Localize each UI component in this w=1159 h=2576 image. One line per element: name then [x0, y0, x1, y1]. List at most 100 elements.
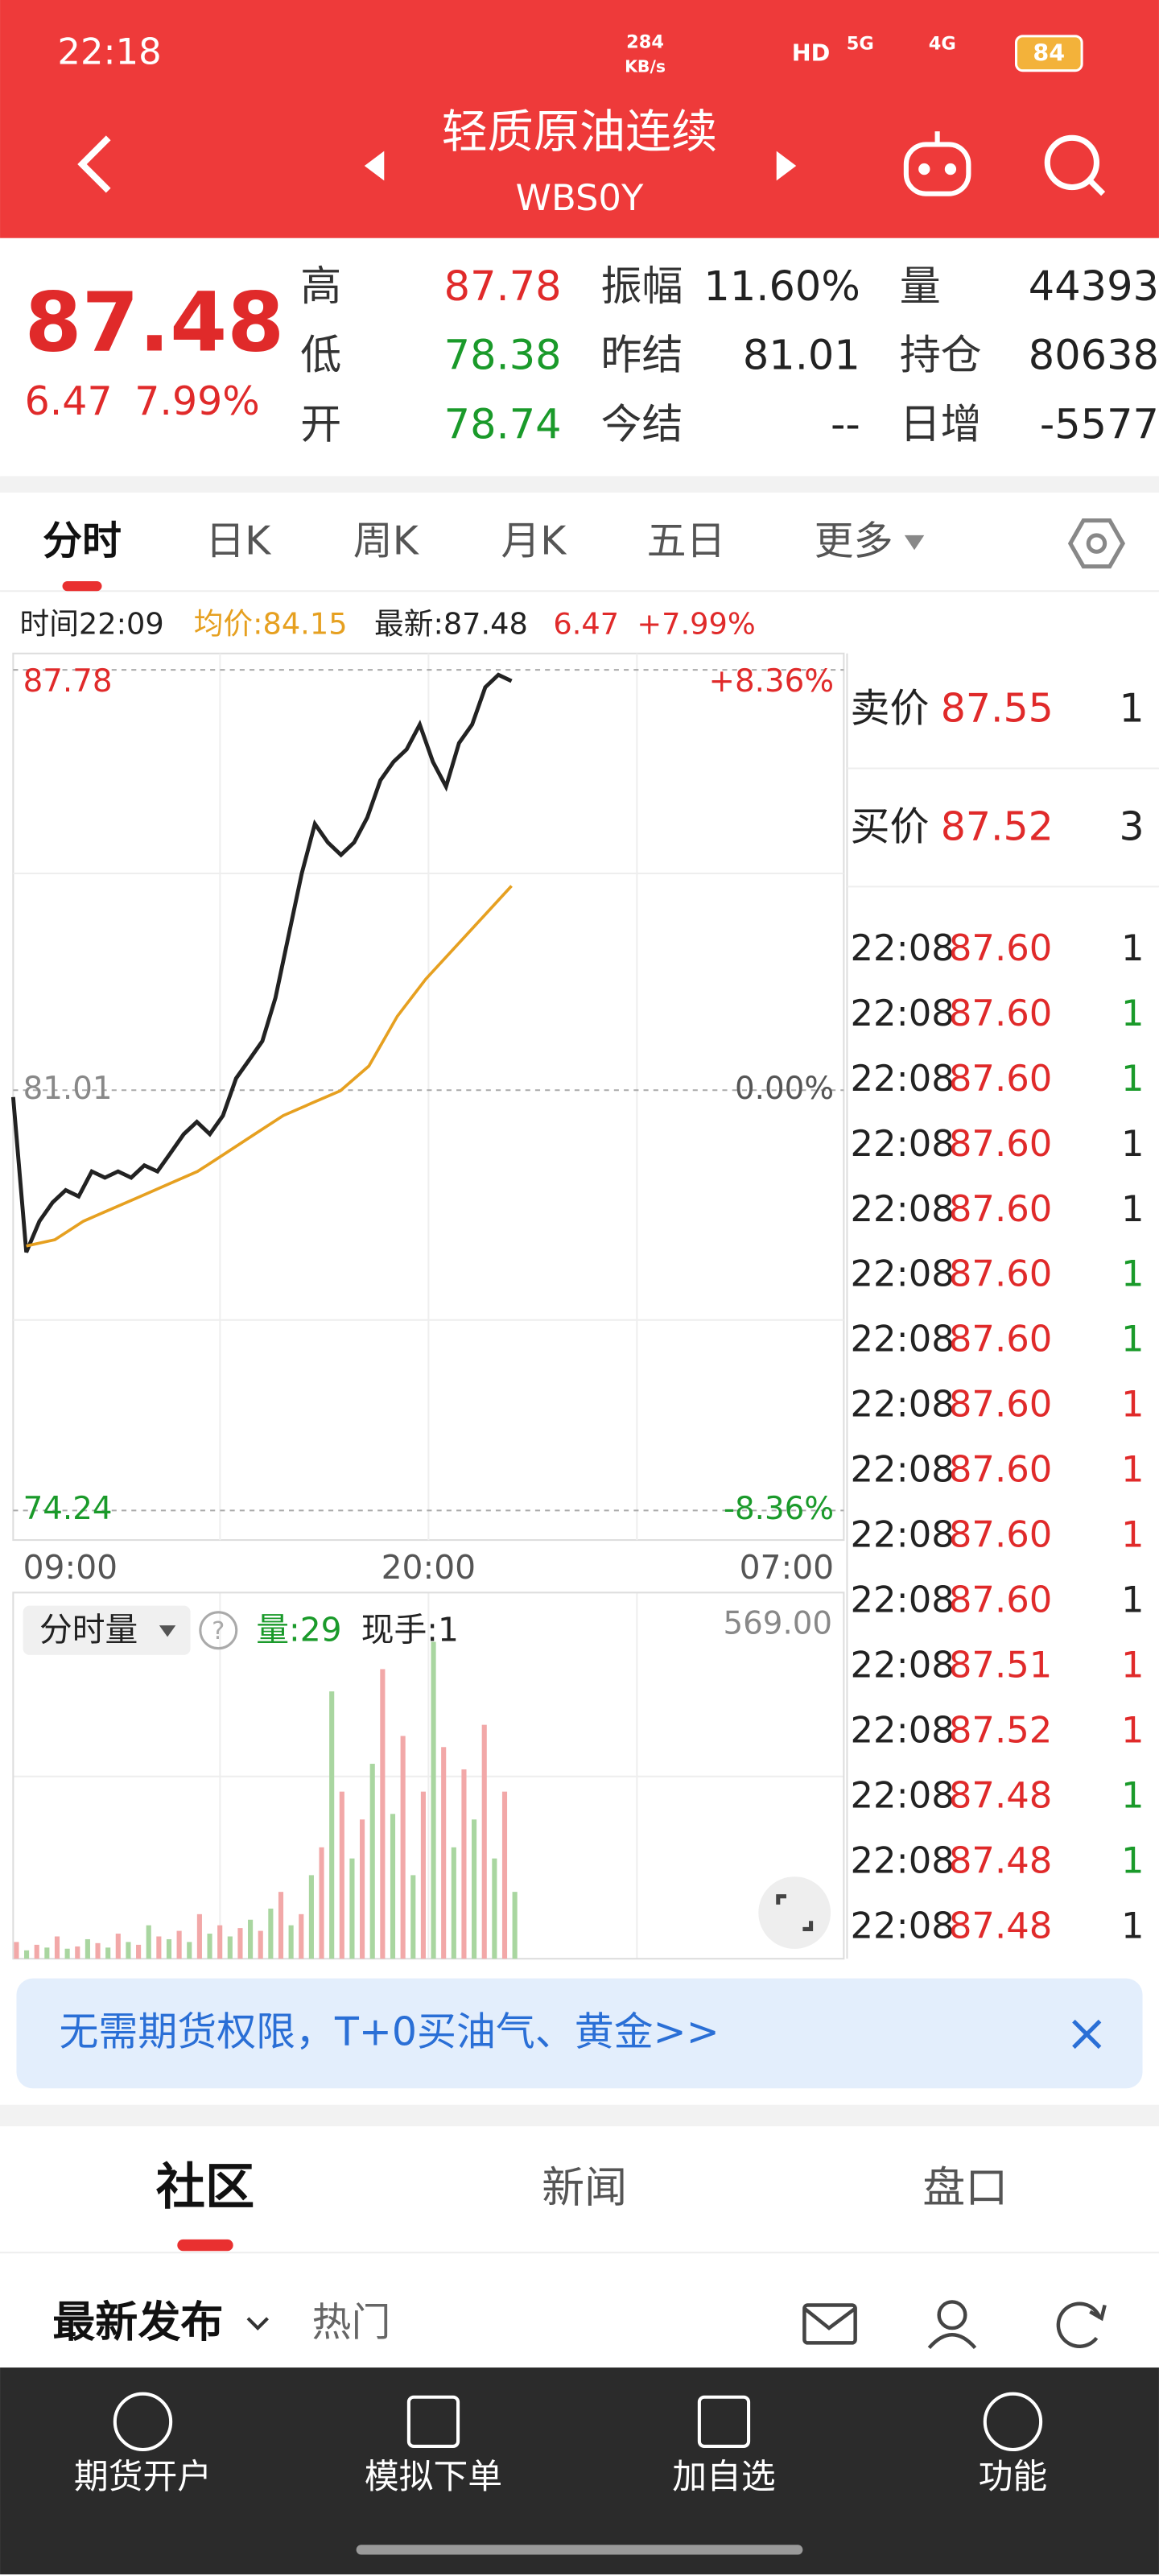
chart-tab[interactable]: 月K: [501, 518, 567, 564]
volume-bar: [299, 1913, 304, 1959]
close-banner[interactable]: [1072, 2019, 1102, 2050]
header-bg: [0, 0, 1159, 238]
volume-bar: [339, 1791, 344, 1959]
robot-icon[interactable]: [903, 131, 971, 196]
stat-label: 高: [300, 263, 341, 311]
volume-bar: [34, 1944, 39, 1959]
trade-qty: 1: [1121, 1448, 1145, 1491]
volume-bar: [207, 1934, 212, 1959]
community-tab[interactable]: 社区: [156, 2158, 254, 2215]
user-icon[interactable]: [927, 2300, 977, 2350]
volume-bar: [24, 1950, 30, 1959]
trade-price: 87.60: [949, 1513, 1052, 1556]
volume-bar: [85, 1938, 90, 1959]
volume-bar: [126, 1942, 131, 1959]
volume-bar: [176, 1930, 182, 1959]
status-time: 22:18: [57, 30, 161, 72]
promo-banner[interactable]: [16, 1978, 1143, 2089]
trade-time: 22:08: [851, 1709, 955, 1752]
info-avg: 均价:84.15: [194, 607, 348, 642]
volume-bar: [166, 1938, 172, 1959]
chart-tab[interactable]: 更多: [815, 518, 893, 564]
nav-label[interactable]: 模拟下单: [365, 2457, 502, 2497]
volume-bar: [156, 1936, 162, 1959]
volume-bar: [492, 1858, 497, 1959]
mail-icon[interactable]: [802, 2303, 857, 2345]
price-line: [10, 672, 513, 1253]
volume-bar: [146, 1925, 151, 1959]
trade-price: 87.60: [949, 1187, 1052, 1230]
nav-icon: [113, 2392, 173, 2452]
chart-grid: [13, 653, 844, 1959]
trade-qty: 1: [1121, 1513, 1145, 1556]
refresh-icon[interactable]: [1056, 2301, 1107, 2348]
chart-tab[interactable]: 分时: [43, 518, 122, 564]
chart-tab[interactable]: 日K: [205, 518, 272, 564]
community-tab[interactable]: 新闻: [542, 2162, 627, 2212]
volume-bar: [390, 1814, 396, 1959]
sort-chevron[interactable]: [246, 2317, 269, 2330]
volume-bar: [95, 1942, 101, 1959]
nav-icon: [406, 2395, 460, 2448]
chart-tab[interactable]: 五日: [647, 518, 726, 564]
book-qty: 1: [1119, 686, 1144, 732]
help-icon[interactable]: [199, 1611, 238, 1650]
trade-time: 22:08: [851, 1904, 955, 1946]
volume-bar: [501, 1791, 508, 1959]
trade-qty: 1: [1121, 927, 1145, 969]
back-button[interactable]: [77, 135, 111, 193]
next-contract[interactable]: [776, 151, 797, 181]
nav-label[interactable]: 期货开户: [74, 2457, 212, 2497]
network-type: 5G: [847, 34, 874, 55]
trade-price: 87.52: [949, 1709, 1052, 1752]
price-change-pct: 7.99%: [134, 378, 259, 424]
x-tick-label: 20:00: [382, 1548, 476, 1587]
stat-value: -5577: [1040, 401, 1159, 448]
volume-bar: [400, 1736, 406, 1959]
chart-tab[interactable]: 周K: [353, 518, 420, 564]
trade-price: 87.60: [949, 1579, 1052, 1621]
trade-time: 22:08: [851, 1253, 955, 1295]
volume-bar: [380, 1669, 386, 1959]
trade-price: 87.60: [949, 927, 1052, 969]
sort-option[interactable]: 最新发布: [52, 2297, 223, 2347]
volume-bar: [14, 1942, 19, 1959]
stat-value: 78.74: [444, 401, 562, 448]
info-latest: 最新:87.48: [374, 607, 528, 642]
banner-text[interactable]: 无需期货权限，T+0买油气、黄金>>: [59, 2008, 719, 2054]
volume-bar: [360, 1819, 365, 1959]
stat-label: 振幅: [601, 263, 683, 311]
volume-selector[interactable]: [23, 1605, 191, 1655]
trade-qty: 1: [1121, 1709, 1145, 1752]
trade-qty: 1: [1121, 1057, 1145, 1100]
expand-button[interactable]: [758, 1876, 831, 1949]
trade-qty: 1: [1121, 1318, 1145, 1360]
volume-frame: [12, 1591, 845, 1960]
info-change: 6.47: [553, 607, 619, 642]
volume-bar: [329, 1691, 335, 1959]
nav-label[interactable]: 功能: [979, 2457, 1048, 2497]
volume-bar: [288, 1925, 294, 1959]
trade-qty: 1: [1121, 1579, 1145, 1621]
volume-label[interactable]: 分时量: [39, 1610, 138, 1649]
volume-bar: [451, 1847, 456, 1959]
trade-time: 22:08: [851, 1187, 955, 1230]
battery-level: 84: [1033, 39, 1065, 66]
sort-option[interactable]: 热门: [312, 2299, 391, 2345]
stat-value: 87.78: [444, 263, 562, 311]
nav-label[interactable]: 加自选: [672, 2457, 775, 2497]
trade-qty: 1: [1121, 1253, 1145, 1295]
y2-tick-label: -8.36%: [724, 1491, 834, 1527]
home-indicator: [356, 2545, 803, 2555]
book-price: 87.52: [941, 803, 1054, 849]
search-icon[interactable]: [1044, 134, 1106, 196]
trade-price: 87.48: [949, 1839, 1052, 1881]
stat-value: 81.01: [743, 332, 860, 380]
prev-contract[interactable]: [364, 151, 385, 181]
nav-icon: [983, 2392, 1043, 2452]
community-tab[interactable]: 盘口: [922, 2162, 1008, 2212]
settings-icon[interactable]: [1067, 518, 1126, 569]
volume-bar: [115, 1934, 121, 1959]
volume-bar: [258, 1930, 263, 1959]
